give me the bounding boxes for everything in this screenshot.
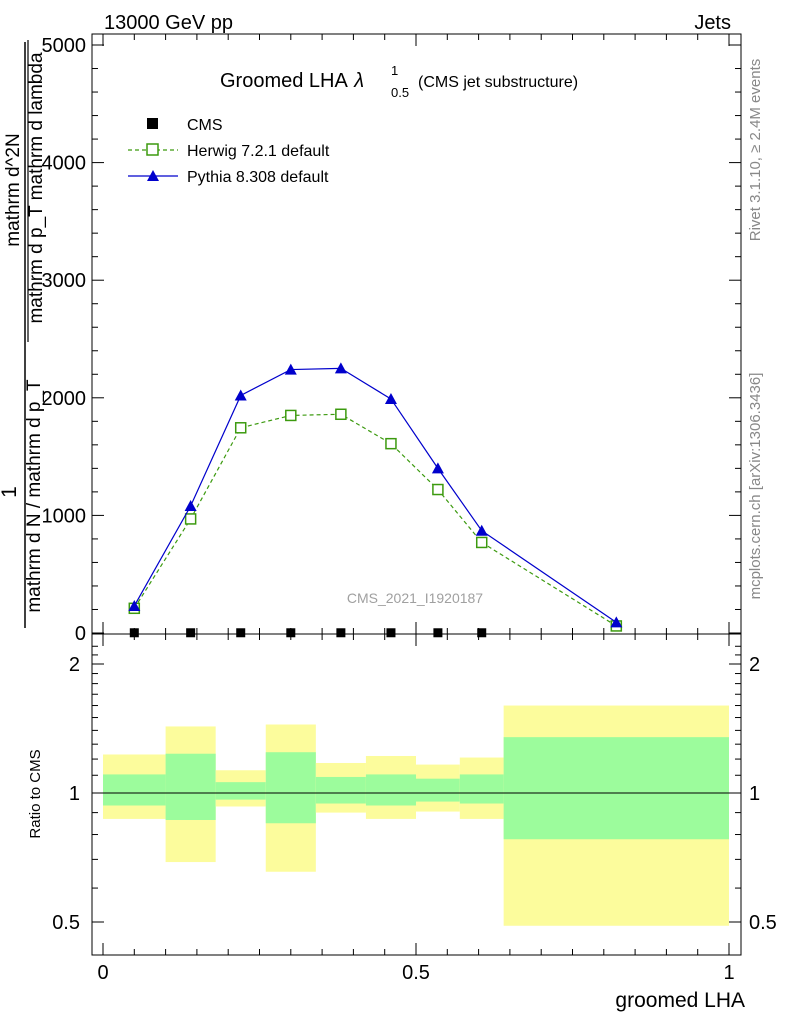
pythia-line <box>133 367 617 623</box>
ratio-y-tick-label-right: 1 <box>749 783 760 805</box>
main-y-tick-label: 4000 <box>42 153 87 175</box>
herwig-point <box>234 422 247 434</box>
ratio-y-tick-label: 2 <box>69 654 80 676</box>
ratio-inner-band <box>215 782 266 800</box>
ratio-y-tick-label: 0.5 <box>52 912 80 934</box>
ratio-ylabel: Ratio to CMS <box>27 749 44 838</box>
x-ticks: 0 0.5 1 <box>97 634 735 984</box>
pythia-point <box>284 363 297 375</box>
cms-data-point <box>477 628 487 638</box>
header-right: Jets <box>694 12 731 34</box>
main-y-ticks: 0 1000 2000 3000 4000 5000 <box>42 34 741 645</box>
mcplots-label: mcplots.cern.ch [arXiv:1306.3436] <box>747 373 764 600</box>
pythia-point <box>610 616 623 628</box>
main-title: Groomed LHA λ 1 0.5 (CMS jet substructur… <box>220 63 578 100</box>
legend-cms-marker <box>147 118 158 129</box>
main-y-tick-label: 5000 <box>42 35 87 57</box>
rivet-label: Rivet 3.1.10, ≥ 2.4M events <box>747 59 764 242</box>
cms-data-point <box>336 628 346 638</box>
svg-text:Groomed LHA λ: Groomed LHA λ <box>220 70 364 92</box>
x-axis-label: groomed LHA <box>615 989 745 1012</box>
ratio-inner-band <box>503 737 729 840</box>
herwig-point <box>184 513 197 525</box>
ratio-inner-band <box>416 778 460 802</box>
ratio-inner-band <box>365 774 416 806</box>
cms-data-point <box>129 628 139 638</box>
ylabel-inner-numerator: mathrm d^2N <box>3 133 24 246</box>
ylabel-denominator: mathrm d N / mathrm d p_T <box>24 379 45 613</box>
pythia-point <box>475 524 488 536</box>
legend-herwig-label: Herwig 7.2.1 default <box>187 143 330 160</box>
legend-herwig-marker <box>146 143 159 156</box>
title-symbol: λ <box>353 70 364 92</box>
x-tick-label: 0.5 <box>402 962 430 984</box>
ratio-inner-band <box>165 753 216 820</box>
cms-data-point <box>236 628 246 638</box>
legend-pythia-label: Pythia 8.308 default <box>187 169 329 186</box>
herwig-point <box>335 408 347 421</box>
pythia-point <box>384 392 397 404</box>
ratio-inner-band <box>315 776 366 804</box>
ratio-y-ticks: 0.5 0.5 1 1 2 2 <box>52 645 777 934</box>
ratio-band-layer <box>103 705 729 926</box>
main-y-tick-label: 2000 <box>42 388 87 410</box>
cms-data-point <box>386 628 396 638</box>
pythia-point <box>128 599 141 611</box>
legend: CMS Herwig 7.2.1 default Pythia 8.308 de… <box>128 117 330 186</box>
x-tick-label: 0 <box>97 962 108 984</box>
herwig-point <box>475 536 488 549</box>
cms-data-point <box>433 628 443 638</box>
legend-cms-label: CMS <box>187 117 223 134</box>
main-y-tick-label: 1000 <box>42 505 87 527</box>
main-y-label: 1 mathrm d N / mathrm d p_T mathrm d^2N … <box>0 40 47 628</box>
ratio-inner-band <box>103 774 166 806</box>
pythia-point <box>184 499 197 511</box>
watermark: CMS_2021_I1920187 <box>347 590 483 606</box>
main-y-tick-label: 3000 <box>42 270 87 292</box>
ratio-y-tick-label-right: 0.5 <box>749 912 777 934</box>
pythia-point <box>334 362 347 374</box>
title-text: Groomed LHA <box>220 70 348 92</box>
legend-pythia-marker <box>147 170 159 181</box>
ratio-inner-band <box>459 774 504 804</box>
ratio-inner-band <box>265 752 316 824</box>
herwig-point <box>385 437 397 450</box>
ylabel-inner-denominator: mathrm d p_T mathrm d lambda <box>26 52 47 323</box>
herwig-point <box>285 409 297 422</box>
cms-data-point <box>186 628 196 638</box>
ratio-y-tick-label-right: 2 <box>749 654 760 676</box>
header-left: 13000 GeV pp <box>104 12 233 34</box>
pythia-point <box>431 462 444 474</box>
main-y-tick-label: 0 <box>75 623 86 645</box>
series-layer <box>128 362 623 638</box>
title-sup: 1 <box>391 63 398 78</box>
x-tick-label: 1 <box>723 962 734 984</box>
herwig-point <box>432 483 444 496</box>
ratio-panel: 0.5 0.51 12 2 0 0.5 1 Ratio to CMS groomed LH… <box>27 633 777 1012</box>
pythia-point <box>234 389 247 401</box>
ratio-y-tick-label: 1 <box>69 783 80 805</box>
title-sub: 0.5 <box>391 85 409 100</box>
ylabel-numerator: 1 <box>0 486 21 498</box>
title-suffix: (CMS jet substructure) <box>418 74 578 91</box>
cms-data-point <box>286 628 296 638</box>
